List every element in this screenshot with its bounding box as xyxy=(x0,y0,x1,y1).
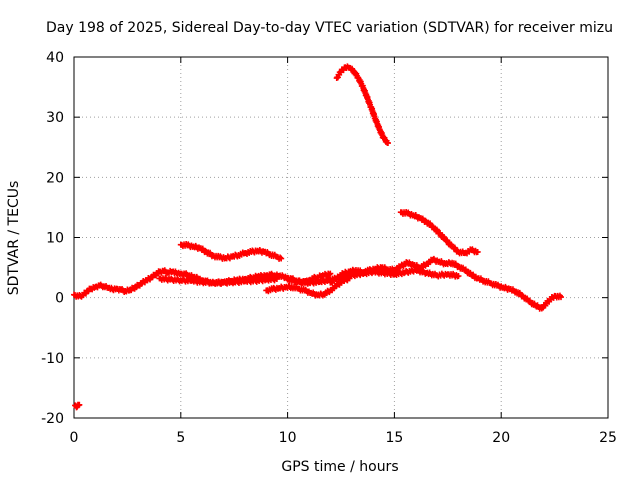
series-track-c xyxy=(177,241,285,262)
x-tick-label: 10 xyxy=(279,430,297,446)
data-point xyxy=(326,271,333,278)
data-point xyxy=(277,254,284,261)
x-tick-label: 5 xyxy=(176,430,185,446)
data-points xyxy=(71,63,565,411)
y-tick-label: 0 xyxy=(55,291,64,307)
x-tick-label: 0 xyxy=(70,430,79,446)
data-point xyxy=(76,401,83,408)
data-point xyxy=(273,276,280,283)
series-track-b xyxy=(156,274,280,287)
x-tick-label: 15 xyxy=(385,430,403,446)
series-track-i xyxy=(72,401,83,411)
y-tick-label: 30 xyxy=(46,110,64,126)
chart-title: Day 198 of 2025, Sidereal Day-to-day VTE… xyxy=(46,20,613,36)
data-point xyxy=(474,248,481,255)
y-tick-label: -10 xyxy=(41,351,64,367)
y-tick-label: 40 xyxy=(46,50,64,66)
axis-ticks: 0 5 10 15 20 25 -20 -10 0 10 20 30 40 xyxy=(41,50,617,446)
data-point xyxy=(455,273,462,280)
data-point xyxy=(278,255,285,262)
series-track-g xyxy=(333,63,391,147)
x-tick-label: 25 xyxy=(599,430,617,446)
y-tick-label: 20 xyxy=(46,170,64,186)
data-point xyxy=(327,270,334,277)
chart-grid xyxy=(74,57,608,418)
y-axis-label: SDTVAR / TECUs xyxy=(6,181,22,296)
series-track-d xyxy=(263,275,353,299)
data-point xyxy=(384,140,391,147)
data-point xyxy=(558,294,565,301)
x-axis-label: GPS time / hours xyxy=(281,459,398,475)
y-tick-label: 10 xyxy=(46,231,64,247)
y-tick-label: -20 xyxy=(41,411,64,427)
series-track-f xyxy=(327,255,565,312)
series-track-h xyxy=(397,209,481,257)
x-tick-label: 20 xyxy=(492,430,510,446)
